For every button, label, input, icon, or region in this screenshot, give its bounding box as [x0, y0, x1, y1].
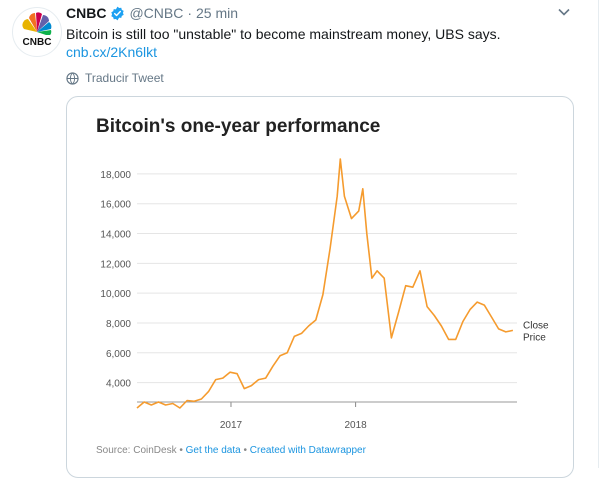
y-tick-label: 16,000: [100, 200, 131, 211]
x-tick-label: 2018: [344, 420, 367, 431]
chart-title: Bitcoin's one-year performance: [96, 116, 381, 137]
get-the-data-link[interactable]: Get the data: [185, 445, 241, 456]
account-handle[interactable]: @CNBC: [129, 5, 184, 21]
account-name[interactable]: CNBC: [66, 5, 107, 21]
separator-dot: ·: [187, 5, 193, 21]
globe-icon: [66, 71, 79, 85]
translate-label: Traducir Tweet: [85, 71, 164, 85]
source-separator: •: [240, 445, 250, 456]
y-tick-label: 18,000: [100, 170, 131, 181]
chart-source: Source: CoinDesk • Get the data • Create…: [96, 445, 366, 456]
media-card[interactable]: Bitcoin's one-year performance 4,000 6,00…: [66, 96, 574, 478]
tweet-header: CNBC @CNBC · 25 min: [66, 4, 572, 22]
tweet-text: Bitcoin is still too "unstable" to becom…: [66, 26, 501, 42]
bitcoin-line-chart: 4,000 6,000 8,000 10,000 12,000 14,000 16,000 1…: [100, 158, 549, 431]
chevron-down-icon[interactable]: [558, 5, 570, 19]
y-tick-label: 6,000: [106, 349, 131, 360]
avatar[interactable]: CNBC: [12, 7, 62, 57]
y-tick-label: 12,000: [100, 259, 131, 270]
avatar-wordmark: CNBC: [23, 37, 52, 48]
y-tick-label: 4,000: [106, 379, 131, 390]
y-tick-label: 8,000: [106, 319, 131, 330]
series-label: Price: [523, 332, 546, 343]
tweet-timestamp[interactable]: 25 min: [196, 5, 239, 21]
verified-icon: [110, 6, 125, 21]
source-text: Source: CoinDesk: [96, 445, 177, 456]
series-line: [136, 158, 514, 409]
timeline-border: [598, 0, 599, 468]
y-tick-label: 14,000: [100, 230, 131, 241]
x-tick-label: 2017: [220, 420, 243, 431]
y-tick-label: 10,000: [100, 289, 131, 300]
translate-tweet-button[interactable]: Traducir Tweet: [66, 71, 164, 85]
nbc-peacock-logo: CNBC: [17, 12, 57, 48]
datawrapper-link[interactable]: Created with Datawrapper: [249, 445, 366, 456]
series-label: Close: [523, 320, 549, 331]
source-separator: •: [176, 445, 186, 456]
tweet-link[interactable]: cnb.cx/2Kn6lkt: [66, 44, 158, 60]
